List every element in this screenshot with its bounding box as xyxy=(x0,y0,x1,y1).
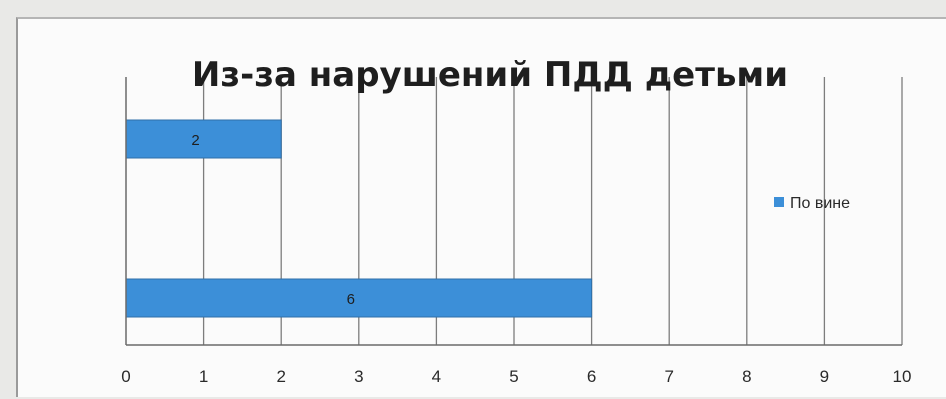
x-tick-label: 2 xyxy=(276,367,285,386)
x-tick-label: 5 xyxy=(509,367,518,386)
bar xyxy=(125,119,282,159)
x-tick-label: 6 xyxy=(587,367,596,386)
bar-data-label: 6 xyxy=(347,291,355,308)
x-tick-label: 4 xyxy=(432,367,441,386)
x-tick-label: 9 xyxy=(820,367,829,386)
legend-label: По вине xyxy=(790,195,850,212)
bars: 26 xyxy=(125,119,593,318)
x-tick-label: 7 xyxy=(664,367,673,386)
x-tick-label: 8 xyxy=(742,367,751,386)
x-tick-label: 3 xyxy=(354,367,363,386)
legend-swatch xyxy=(774,197,784,207)
x-tick-label: 0 xyxy=(121,367,130,386)
x-tick-label: 1 xyxy=(199,367,208,386)
legend: По вине xyxy=(774,195,850,212)
bar-chart: 26 0 1 2 3 4 5 6 7 8 9 10 Из-за нарушений ПДД деть… xyxy=(121,55,911,386)
x-tick-label: 10 xyxy=(893,367,912,386)
x-axis: 0 1 2 3 4 5 6 7 8 9 10 xyxy=(121,77,911,386)
bar xyxy=(125,278,593,318)
bar-data-label: 2 xyxy=(191,132,199,149)
chart-title: Из-за нарушений ПДД детьми xyxy=(192,55,788,95)
